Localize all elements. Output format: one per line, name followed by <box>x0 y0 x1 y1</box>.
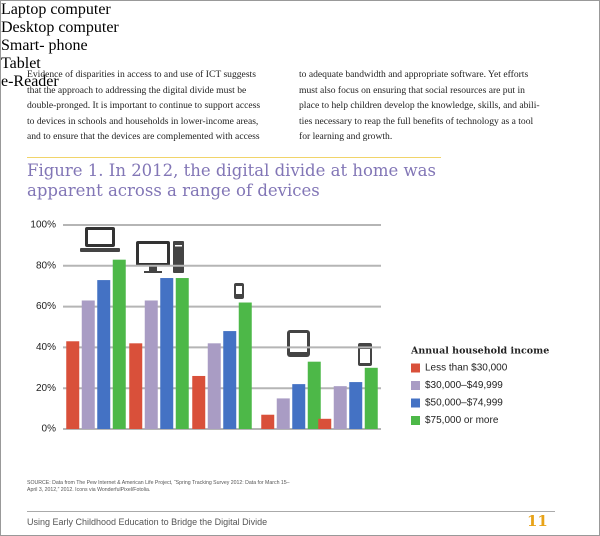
text-line: double-pronged. It is important to conti… <box>27 100 261 112</box>
legend-title: Annual household income <box>410 346 549 357</box>
text-line: Evidence of disparities in access to and… <box>27 69 256 80</box>
bar <box>318 418 332 429</box>
y-tick-label: 40% <box>36 342 56 353</box>
y-tick-label: 80% <box>36 260 56 271</box>
page-number: 11 <box>527 512 548 530</box>
footer-rule <box>27 511 555 512</box>
text-line: to devices in schools and households in … <box>27 115 259 127</box>
divider <box>27 157 441 158</box>
bar <box>349 382 363 429</box>
legend-label: $30,000–$49,999 <box>425 380 503 391</box>
bar <box>81 300 95 429</box>
text-line: place to help children develop the knowl… <box>299 100 540 112</box>
bar <box>276 398 290 429</box>
y-tick-label: 100% <box>30 220 56 231</box>
bar <box>160 278 174 429</box>
text-line: for learning and growth. <box>299 131 393 143</box>
bar <box>66 341 80 429</box>
x-tick-label: Smart- phone <box>1 37 88 54</box>
bar <box>307 361 321 429</box>
bar <box>292 384 306 429</box>
figure-title: Figure 1. In 2012, the digital divide at… <box>27 161 436 180</box>
left-column: Evidence of disparities in access to and… <box>27 67 260 145</box>
footer-title: Using Early Childhood Education to Bridg… <box>27 517 268 527</box>
legend-label: Less than $30,000 <box>425 363 508 374</box>
text-line: to adequate bandwidth and appropriate so… <box>299 69 529 80</box>
source-note: SOURCE: Data from The Pew Internet & Ame… <box>27 480 290 494</box>
legend-label: $75,000 or more <box>425 415 499 426</box>
text-line: that the approach to addressing the digi… <box>27 84 247 96</box>
x-tick-label: e-Reader <box>1 73 59 90</box>
x-tick-label: Tablet <box>1 55 41 72</box>
bar <box>129 343 143 429</box>
bar <box>144 300 158 429</box>
y-tick-label: 0% <box>42 424 57 435</box>
right-column: to adequate bandwidth and appropriate so… <box>299 67 540 145</box>
figure-title: apparent across a range of devices <box>27 181 320 200</box>
source-line: SOURCE: Data from The Pew Internet & Ame… <box>27 480 290 486</box>
legend-swatch <box>411 416 420 425</box>
bar <box>238 302 252 429</box>
bar <box>333 386 347 429</box>
bar <box>97 280 111 429</box>
x-tick-label: Desktop computer <box>1 19 119 36</box>
x-tick-label: Laptop computer <box>1 1 111 18</box>
source-line: April 3, 2012,” 2012. Icons via Wonderfu… <box>27 487 151 493</box>
bar <box>261 414 275 429</box>
text-line: and to ensure that the devices are compl… <box>27 131 260 143</box>
legend-swatch <box>411 363 420 373</box>
text-line: ties necessary to reap the full benefits… <box>299 115 534 127</box>
legend-swatch <box>411 381 420 390</box>
bar <box>223 331 237 429</box>
bar <box>364 367 378 429</box>
y-tick-label: 60% <box>36 301 56 312</box>
bar <box>175 278 189 429</box>
y-tick-label: 20% <box>36 383 56 394</box>
bar <box>112 259 126 429</box>
text-line: must also focus on ensuring that social … <box>299 84 525 96</box>
legend-label: $50,000–$74,999 <box>425 398 503 409</box>
legend-swatch <box>411 398 420 408</box>
bar <box>207 343 221 429</box>
bar <box>192 375 206 429</box>
